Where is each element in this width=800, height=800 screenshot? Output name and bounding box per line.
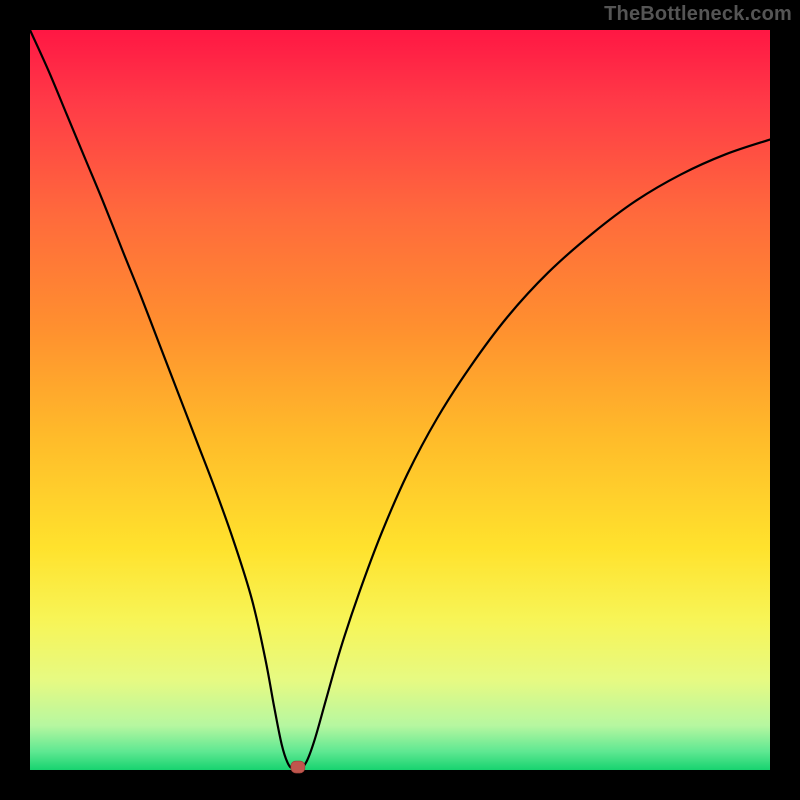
chart-svg <box>0 0 800 800</box>
bottleneck-point-marker <box>291 761 305 773</box>
bottleneck-chart: TheBottleneck.com <box>0 0 800 800</box>
plot-background <box>30 30 770 770</box>
